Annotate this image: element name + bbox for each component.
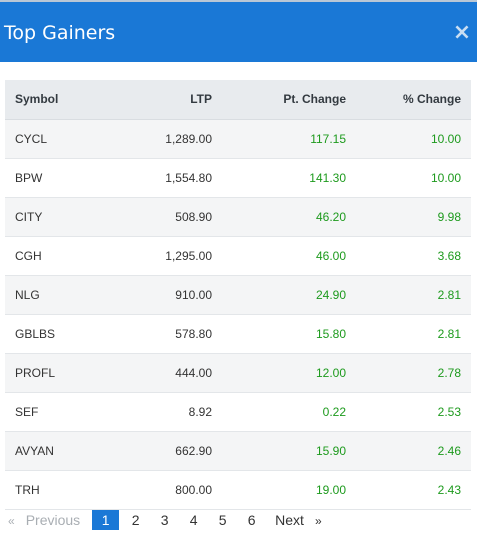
column-header-pct-change[interactable]: % Change <box>356 80 471 120</box>
cell-symbol[interactable]: SEF <box>5 392 115 432</box>
cell-pt-change: 0.22 <box>222 392 356 432</box>
cell-symbol[interactable]: CITY <box>5 197 115 237</box>
cell-pt-change: 46.20 <box>222 197 356 237</box>
table-header-row: Symbol LTP Pt. Change % Change <box>5 80 471 120</box>
cell-pct-change: 2.53 <box>356 392 471 432</box>
cell-ltp: 910.00 <box>115 275 222 315</box>
cell-pt-change: 19.00 <box>222 470 356 510</box>
panel-header: Top Gainers × <box>0 2 477 62</box>
next-page-button[interactable]: Next » <box>275 510 321 531</box>
cell-symbol[interactable]: PROFL <box>5 353 115 393</box>
cell-symbol[interactable]: CGH <box>5 236 115 276</box>
next-label: Next <box>275 511 304 528</box>
cell-ltp: 578.80 <box>115 314 222 354</box>
cell-pt-change: 24.90 <box>222 275 356 315</box>
table-row[interactable]: CGH 1,295.00 46.00 3.68 <box>5 236 471 276</box>
previous-label: Previous <box>25 511 81 528</box>
cell-pct-change: 2.81 <box>356 314 471 354</box>
page-button-3[interactable]: 3 <box>160 512 169 528</box>
cell-pt-change: 46.00 <box>222 236 356 276</box>
column-header-ltp[interactable]: LTP <box>115 80 222 120</box>
cell-pct-change: 2.81 <box>356 275 471 315</box>
table-row[interactable]: AVYAN 662.90 15.90 2.46 <box>5 431 471 471</box>
table-row[interactable]: NLG 910.00 24.90 2.81 <box>5 275 471 315</box>
column-header-symbol[interactable]: Symbol <box>5 80 115 120</box>
cell-pct-change: 10.00 <box>356 119 471 159</box>
gainers-table: Symbol LTP Pt. Change % Change CYCL 1,28… <box>5 80 471 510</box>
cell-ltp: 8.92 <box>115 392 222 432</box>
page-button-2[interactable]: 2 <box>131 512 140 528</box>
table-row[interactable]: CITY 508.90 46.20 9.98 <box>5 197 471 237</box>
cell-ltp: 662.90 <box>115 431 222 471</box>
cell-ltp: 508.90 <box>115 197 222 237</box>
cell-pct-change: 2.78 <box>356 353 471 393</box>
close-icon[interactable]: × <box>452 20 472 45</box>
cell-ltp: 444.00 <box>115 353 222 393</box>
table-row[interactable]: GBLBS 578.80 15.80 2.81 <box>5 314 471 354</box>
cell-symbol[interactable]: TRH <box>5 470 115 510</box>
previous-page-button[interactable]: « Previous <box>8 510 80 531</box>
cell-pt-change: 15.80 <box>222 314 356 354</box>
top-border <box>0 0 477 2</box>
cell-ltp: 1,295.00 <box>115 236 222 276</box>
cell-symbol[interactable]: BPW <box>5 158 115 198</box>
chevron-double-right-icon: » <box>314 513 322 528</box>
cell-pct-change: 2.46 <box>356 431 471 471</box>
cell-ltp: 800.00 <box>115 470 222 510</box>
cell-symbol[interactable]: CYCL <box>5 119 115 159</box>
page-button-1[interactable]: 1 <box>92 510 120 530</box>
page-button-4[interactable]: 4 <box>189 512 198 528</box>
column-header-pt-change[interactable]: Pt. Change <box>222 80 356 120</box>
table-row[interactable]: TRH 800.00 19.00 2.43 <box>5 470 471 510</box>
cell-pct-change: 9.98 <box>356 197 471 237</box>
table-row[interactable]: BPW 1,554.80 141.30 10.00 <box>5 158 471 198</box>
cell-pct-change: 3.68 <box>356 236 471 276</box>
panel-title: Top Gainers <box>4 22 116 44</box>
cell-pt-change: 15.90 <box>222 431 356 471</box>
cell-pt-change: 12.00 <box>222 353 356 393</box>
table-row[interactable]: CYCL 1,289.00 117.15 10.00 <box>5 119 471 159</box>
page-button-5[interactable]: 5 <box>218 512 227 528</box>
pagination: « Previous 1 2 3 4 5 6 Next » <box>8 509 322 531</box>
cell-pct-change: 10.00 <box>356 158 471 198</box>
cell-symbol[interactable]: NLG <box>5 275 115 315</box>
cell-symbol[interactable]: GBLBS <box>5 314 115 354</box>
table-row[interactable]: PROFL 444.00 12.00 2.78 <box>5 353 471 393</box>
page-button-6[interactable]: 6 <box>247 512 256 528</box>
cell-pct-change: 2.43 <box>356 470 471 510</box>
cell-pt-change: 117.15 <box>222 119 356 159</box>
cell-pt-change: 141.30 <box>222 158 356 198</box>
cell-symbol[interactable]: AVYAN <box>5 431 115 471</box>
cell-ltp: 1,554.80 <box>115 158 222 198</box>
gainers-table-container: Symbol LTP Pt. Change % Change CYCL 1,28… <box>5 80 471 510</box>
chevron-double-left-icon: « <box>8 513 15 528</box>
cell-ltp: 1,289.00 <box>115 119 222 159</box>
table-row[interactable]: SEF 8.92 0.22 2.53 <box>5 392 471 432</box>
